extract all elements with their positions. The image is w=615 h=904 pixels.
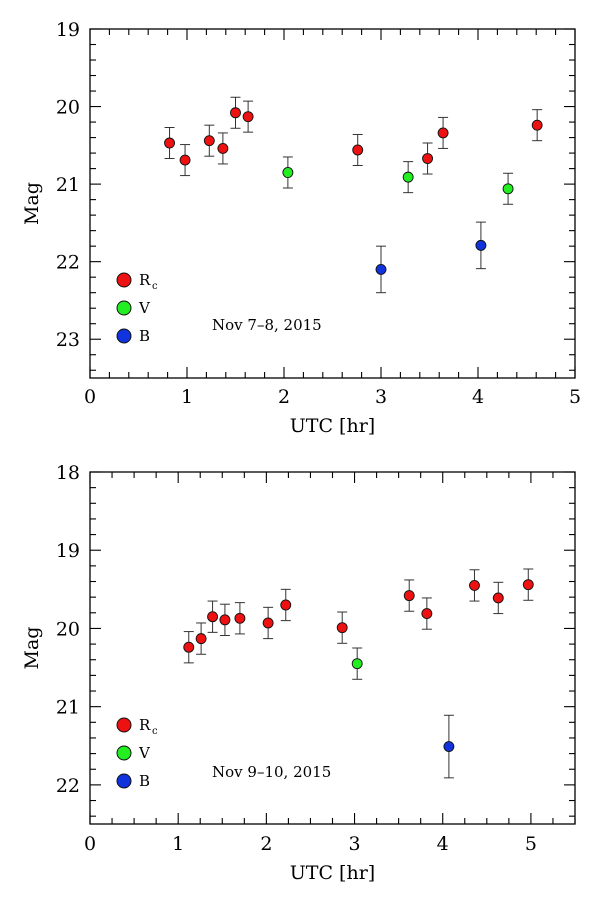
data-point-r — [352, 144, 364, 156]
data-point-r — [207, 611, 219, 623]
data-point-r — [217, 142, 229, 154]
legend-label-subscript: c — [152, 726, 158, 737]
data-point-r — [234, 612, 246, 624]
y-tick-label: 23 — [56, 329, 80, 351]
data-point-v — [502, 183, 514, 195]
y-tick-label: 19 — [56, 19, 80, 41]
x-tick-label: 4 — [472, 386, 484, 408]
legend-label-v: V — [138, 744, 151, 762]
data-point-r — [280, 599, 292, 611]
data-point-r — [230, 107, 241, 119]
legend-marker-v — [116, 745, 132, 761]
data-point-r — [179, 154, 191, 166]
y-tick-label: 22 — [56, 775, 80, 797]
x-tick-label: 2 — [278, 386, 290, 408]
legend-marker-v — [116, 300, 132, 316]
data-point-r — [242, 111, 254, 123]
data-point-r — [522, 579, 534, 591]
date-annotation: Nov 7–8, 2015 — [212, 316, 322, 334]
data-point-r — [164, 137, 175, 149]
y-tick-label: 18 — [56, 462, 80, 484]
x-tick-label: 5 — [569, 386, 581, 408]
plot-frame — [89, 28, 576, 379]
x-tick-label: 4 — [437, 833, 449, 855]
y-tick-label: 20 — [56, 97, 80, 119]
data-point-r — [469, 579, 480, 591]
data-point-r — [437, 127, 449, 139]
data-point-r — [203, 135, 215, 147]
data-point-r — [492, 592, 504, 604]
data-point-r — [336, 622, 348, 634]
x-axis-label: UTC [hr] — [290, 415, 375, 437]
legend-marker-b — [116, 773, 132, 789]
legend-label-r: R — [139, 271, 151, 289]
y-tick-label: 21 — [56, 697, 80, 719]
y-tick-label: 21 — [56, 174, 80, 196]
data-point-b — [475, 239, 487, 251]
x-axis-label: UTC [hr] — [290, 862, 375, 884]
light-curve-panel-nov-9-10: 0 1 2 3 4 5 18 19 20 21 22 UTC [hr] Mag Nov 9–10, 201… — [21, 462, 576, 884]
data-point-v — [351, 658, 363, 670]
data-point-r — [183, 641, 195, 653]
plot-frame — [89, 471, 576, 825]
legend-marker-r — [116, 272, 132, 288]
legend-label-b: B — [139, 772, 150, 790]
data-point-b — [443, 741, 455, 753]
data-point-r — [531, 119, 543, 131]
y-axis-label: Mag — [21, 627, 43, 670]
x-tick-label: 1 — [172, 833, 184, 855]
legend-label-r: R — [139, 716, 151, 734]
y-tick-label: 20 — [56, 618, 80, 640]
x-tick-label: 0 — [84, 386, 96, 408]
data-point-v — [402, 171, 414, 183]
legend-marker-b — [116, 328, 132, 344]
y-tick-label: 19 — [56, 540, 80, 562]
x-tick-label: 3 — [348, 833, 360, 855]
data-point-r — [219, 614, 231, 626]
data-point-r — [421, 608, 433, 620]
date-annotation: Nov 9–10, 2015 — [212, 763, 331, 781]
y-axis-label: Mag — [21, 182, 43, 225]
legend-label-v: V — [138, 299, 151, 317]
data-point-r — [262, 617, 274, 629]
data-point-v — [282, 167, 294, 178]
x-tick-label: 1 — [181, 386, 193, 408]
x-tick-label: 0 — [84, 833, 96, 855]
x-tick-label: 2 — [260, 833, 272, 855]
data-point-r — [403, 590, 415, 602]
x-tick-label: 3 — [375, 386, 387, 408]
legend-label-b: B — [139, 327, 150, 345]
legend-label-subscript: c — [152, 281, 158, 292]
data-point-r — [422, 153, 434, 164]
data-point-r — [195, 633, 207, 645]
legend-marker-r — [116, 717, 132, 733]
y-tick-label: 22 — [56, 252, 80, 274]
x-tick-label: 5 — [525, 833, 537, 855]
data-point-b — [375, 263, 387, 275]
